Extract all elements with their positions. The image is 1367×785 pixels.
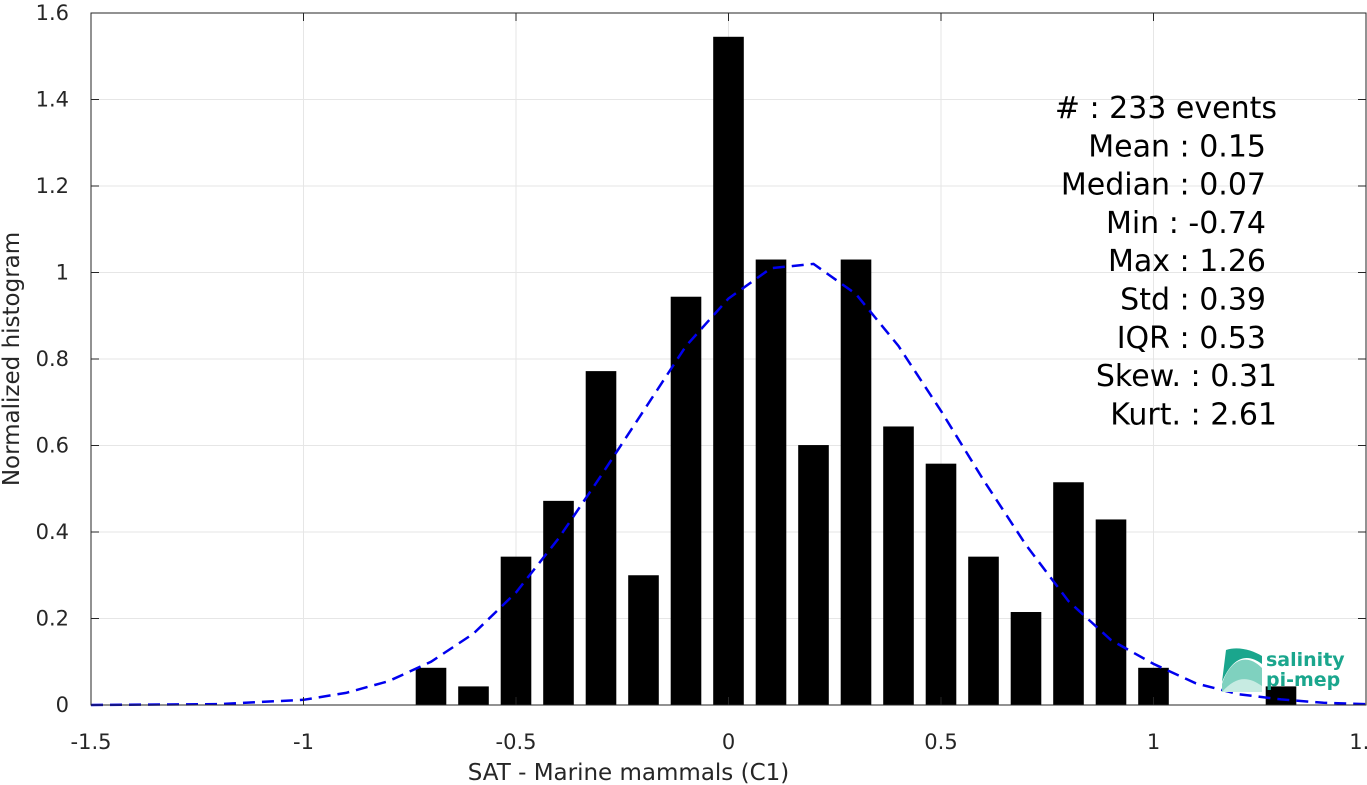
x-tick-label: -1 (293, 730, 314, 754)
y-axis-label: Normalized histogram (0, 232, 25, 486)
histogram-bar (798, 445, 829, 705)
x-axis-label: SAT - Marine mammals (C1) (468, 760, 790, 785)
logo-wave-mid (1222, 659, 1262, 692)
histogram-bar (840, 259, 872, 705)
histogram-bar (543, 500, 574, 705)
histogram-bar (415, 667, 447, 705)
histogram-bar (925, 463, 957, 705)
stat-line: IQR : 0.53 (1117, 321, 1266, 356)
histogram-bar (628, 575, 659, 705)
histogram-bar (713, 36, 744, 706)
stat-line: Mean : 0.15 (1088, 129, 1266, 164)
histogram-bar (755, 259, 787, 705)
stat-line: Skew. : 0.31 (1096, 359, 1277, 394)
stat-line: Max : 1.26 (1108, 244, 1266, 279)
x-tick-label: 1.5 (1349, 730, 1367, 754)
y-tick-label: 0.6 (36, 434, 69, 458)
x-tick-label: 0.5 (924, 730, 957, 754)
y-tick-label: 0 (56, 693, 69, 717)
stat-line: Kurt. : 2.61 (1110, 397, 1277, 432)
stat-line: Std : 0.39 (1120, 283, 1266, 318)
x-tick-labels: -1.5 -1 -0.5 0 0.5 1 1.5 (71, 730, 1367, 754)
histogram-bar (458, 686, 489, 705)
stat-line: Median : 0.07 (1061, 168, 1266, 203)
histogram-bars (415, 36, 1297, 706)
y-tick-label: 0.2 (36, 607, 69, 631)
stat-line: # : 233 events (1055, 91, 1277, 126)
gaussian-fit-curve (90, 262, 1367, 707)
histogram-bar (500, 556, 532, 705)
y-tick-labels: 0 0.2 0.4 0.6 0.8 1 1.2 1.4 1.6 (36, 1, 69, 717)
y-tick-label: 0.4 (36, 520, 69, 544)
x-tick-label: 1 (1147, 730, 1160, 754)
x-tick-label: -0.5 (496, 730, 537, 754)
logo-wave-dark (1222, 648, 1262, 682)
histogram-bar (1053, 482, 1084, 705)
histogram-bar (1010, 612, 1042, 705)
y-tick-label: 1.2 (36, 174, 69, 198)
x-tick-label: 0 (722, 730, 735, 754)
histogram-bar (670, 296, 702, 705)
histogram-bar (968, 556, 999, 705)
logo-text-pimep: pi-mep (1266, 669, 1340, 691)
histogram-bar (883, 426, 914, 705)
histogram-bar (585, 371, 617, 705)
y-tick-label: 1.4 (36, 88, 69, 112)
logo-text-salinity: salinity (1266, 649, 1345, 671)
x-tick-label: -1.5 (71, 730, 112, 754)
y-tick-label: 1 (56, 261, 69, 285)
y-tick-label: 0.8 (36, 347, 69, 371)
axis-ticks (90, 12, 1367, 706)
salinity-pimep-logo: salinity pi-mep (1222, 648, 1345, 692)
y-tick-label: 1.6 (36, 1, 69, 25)
histogram-bar (1095, 519, 1127, 705)
stat-line: Min : -0.74 (1106, 206, 1266, 241)
